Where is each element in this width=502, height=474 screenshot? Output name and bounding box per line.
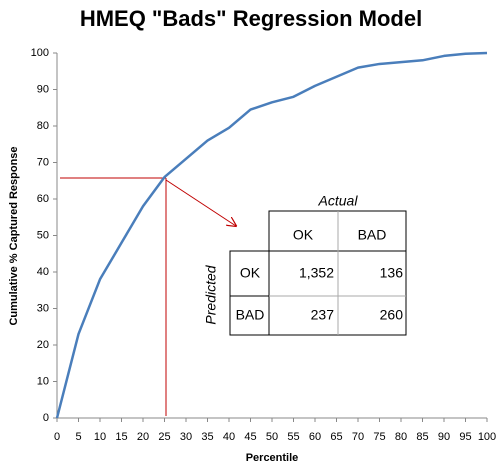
row-label: BAD	[236, 307, 265, 323]
x-tick-label: 35	[201, 431, 213, 443]
confusion-matrix	[229, 210, 407, 336]
y-tick-label: 60	[37, 193, 49, 205]
y-tick-label: 50	[37, 229, 49, 241]
chart-title: HMEQ "Bads" Regression Model	[80, 6, 422, 31]
row-header: Predicted	[203, 264, 219, 324]
x-tick-label: 95	[459, 431, 471, 443]
x-tick-label: 5	[75, 431, 81, 443]
x-tick-label: 45	[244, 431, 256, 443]
y-tick-label: 90	[37, 83, 49, 95]
x-tick-label: 0	[54, 431, 60, 443]
cell-value: 136	[380, 265, 404, 281]
y-tick-label: 80	[37, 120, 49, 132]
x-tick-label: 40	[223, 431, 235, 443]
x-tick-label: 70	[352, 431, 364, 443]
y-tick-label: 30	[37, 302, 49, 314]
x-tick-label: 20	[137, 431, 149, 443]
cell-value: 237	[311, 307, 335, 323]
column-header: Actual	[318, 193, 359, 209]
cell-value: 260	[380, 307, 404, 323]
y-axis-label: Cumulative % Captured Response	[8, 146, 20, 325]
column-label: BAD	[358, 227, 387, 243]
x-tick-label: 55	[287, 431, 299, 443]
x-tick-label: 10	[94, 431, 106, 443]
x-tick-label: 85	[416, 431, 428, 443]
x-axis-label: Percentile	[246, 452, 299, 464]
y-tick-label: 40	[37, 266, 49, 278]
y-tick-label: 0	[43, 412, 49, 424]
x-tick-label: 30	[180, 431, 192, 443]
annotation-arrow	[165, 179, 236, 226]
x-tick-label: 100	[478, 431, 496, 443]
x-tick-label: 15	[115, 431, 127, 443]
y-tick-label: 70	[37, 156, 49, 168]
cell-value: 1,352	[299, 265, 334, 281]
x-tick-label: 90	[438, 431, 450, 443]
x-tick-label: 25	[158, 431, 170, 443]
y-tick-label: 10	[37, 375, 49, 387]
y-tick-label: 100	[31, 47, 49, 59]
column-label: OK	[293, 227, 314, 243]
data-line	[55, 51, 488, 419]
x-tick-label: 65	[330, 431, 342, 443]
x-tick-label: 50	[266, 431, 278, 443]
x-tick-label: 75	[373, 431, 385, 443]
y-tick-label: 20	[37, 339, 49, 351]
row-label: OK	[240, 265, 261, 281]
x-tick-label: 60	[309, 431, 321, 443]
x-tick-label: 80	[395, 431, 407, 443]
